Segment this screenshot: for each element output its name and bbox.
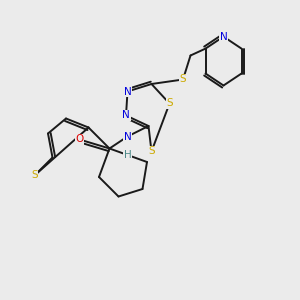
Text: S: S [166,98,173,109]
Text: N: N [124,131,131,142]
Text: N: N [122,110,130,121]
Text: H: H [124,149,131,160]
Text: N: N [220,32,227,42]
Text: S: S [180,74,186,85]
Text: S: S [31,170,38,181]
Text: S: S [148,146,155,157]
Text: O: O [75,134,84,145]
Text: N: N [124,86,131,97]
